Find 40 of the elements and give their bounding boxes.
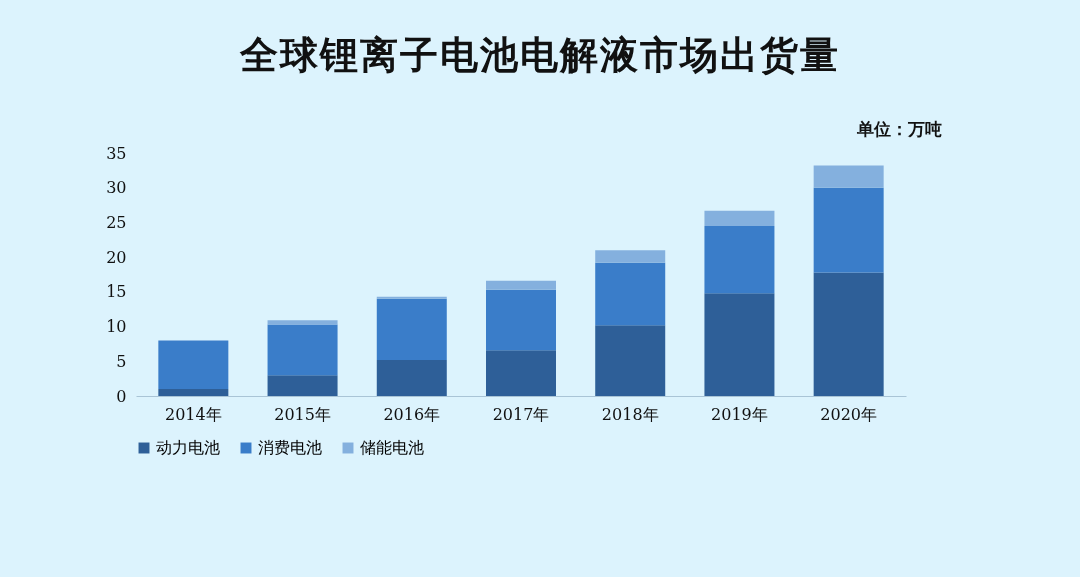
text: 单位：万吨	[857, 118, 942, 141]
x-tick-label: 2014年	[164, 404, 222, 424]
bar	[595, 325, 666, 396]
legend-label: 储能电池	[360, 438, 424, 457]
bar	[486, 280, 556, 290]
bar	[813, 165, 884, 188]
bar	[595, 250, 666, 263]
bar	[376, 298, 447, 360]
x-tick-label: 2017年	[492, 404, 550, 424]
bar	[376, 296, 447, 299]
bar	[704, 225, 775, 294]
chart-title: 全球锂离子电池电解液市场出货量	[239, 32, 841, 79]
bar	[267, 324, 338, 376]
bar	[813, 187, 884, 273]
x-tick-label: 2015年	[274, 404, 331, 424]
bar	[704, 293, 775, 396]
x-tick-label: 2020年	[820, 404, 878, 424]
bar	[813, 272, 884, 396]
bar	[595, 262, 666, 326]
y-tick-label: 25	[106, 212, 127, 232]
y-tick-label: 30	[106, 178, 127, 198]
y-tick-label: 20	[106, 247, 127, 267]
bar	[486, 350, 556, 396]
legend-label: 动力电池	[156, 438, 220, 457]
y-tick-label: 10	[106, 317, 127, 337]
bar	[158, 389, 229, 396]
x-tick-label: 2018年	[601, 404, 659, 424]
x-tick-label: 2019年	[711, 404, 768, 424]
bar	[267, 320, 338, 325]
y-tick-label: 15	[106, 282, 127, 302]
y-tick-label: 5	[116, 351, 127, 371]
x-tick-label: 2016年	[383, 404, 441, 424]
bar	[704, 210, 775, 226]
legend-label: 消费电池	[258, 438, 322, 457]
y-tick-label: 0	[116, 386, 127, 406]
bar	[267, 375, 338, 396]
bar	[376, 359, 447, 396]
bar	[486, 289, 556, 351]
y-tick-label: 35	[106, 143, 127, 163]
bar	[158, 340, 229, 390]
